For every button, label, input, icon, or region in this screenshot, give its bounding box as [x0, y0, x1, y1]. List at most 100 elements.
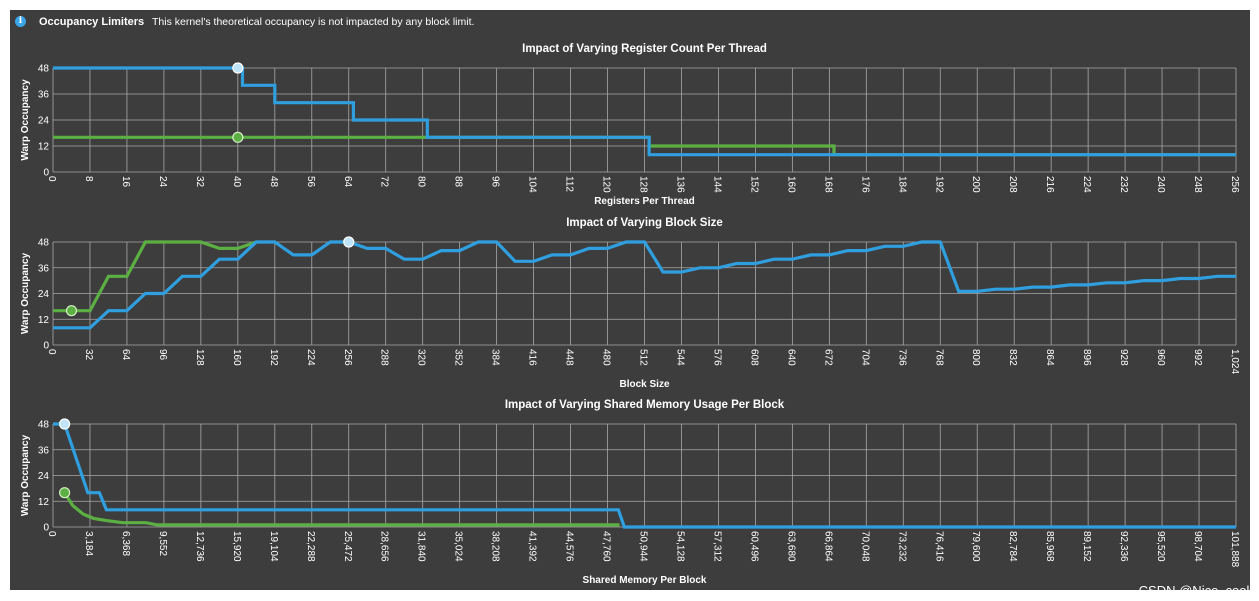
x-tick-label: 15,920: [231, 531, 242, 562]
blue-series-line: [53, 422, 1236, 529]
x-tick-label: 19,104: [268, 531, 279, 562]
y-tick-label: 12: [38, 497, 50, 508]
y-tick-label: 24: [38, 471, 50, 482]
y-tick-label: 36: [38, 90, 50, 101]
x-tick-label: 192: [933, 176, 944, 193]
x-tick-label: 640: [785, 349, 796, 366]
x-tick-label: 54,128: [674, 531, 685, 562]
x-tick-label: 48: [268, 176, 279, 188]
y-tick-label: 24: [38, 116, 50, 127]
x-tick-label: 0: [46, 176, 57, 182]
x-tick-label: 128: [638, 176, 649, 193]
x-tick-label: 0: [46, 349, 57, 355]
x-tick-label: 22,288: [305, 531, 316, 562]
x-tick-label: 512: [638, 349, 649, 366]
x-tick-label: 3,184: [83, 531, 94, 556]
chart-title: Impact of Varying Shared Memory Usage Pe…: [505, 399, 785, 411]
y-tick-label: 48: [38, 64, 50, 75]
x-tick-label: 320: [416, 349, 427, 366]
y-tick-label: 0: [43, 341, 49, 352]
blue-current-marker[interactable]: [343, 236, 355, 248]
x-axis-label: Block Size: [619, 379, 669, 390]
y-axis-label: Warp Occupancy: [20, 79, 31, 161]
x-tick-label: 160: [231, 349, 242, 366]
occupancy-header: i Occupancy Limiters This kernel's theor…: [10, 10, 1250, 34]
x-tick-label: 9,552: [157, 531, 168, 556]
x-tick-label: 448: [564, 349, 575, 366]
y-tick-label: 36: [38, 445, 50, 456]
occupancy-panel: i Occupancy Limiters This kernel's theor…: [10, 10, 1250, 590]
x-tick-label: 31,840: [416, 531, 427, 562]
x-tick-label: 88: [453, 176, 464, 188]
x-tick-label: 240: [1155, 176, 1166, 193]
chart-title: Impact of Varying Register Count Per Thr…: [522, 43, 767, 55]
x-tick-label: 47,760: [601, 531, 612, 562]
x-tick-label: 384: [490, 349, 501, 366]
x-tick-label: 256: [342, 349, 353, 366]
x-tick-label: 184: [896, 176, 907, 193]
x-tick-label: 832: [1007, 349, 1018, 366]
x-tick-label: 960: [1155, 349, 1166, 366]
x-tick-label: 864: [1044, 349, 1055, 366]
x-axis-label: Registers Per Thread: [594, 196, 695, 207]
x-tick-label: 56: [305, 176, 316, 188]
x-tick-label: 104: [527, 176, 538, 193]
y-tick-label: 24: [38, 289, 50, 300]
green-current-marker[interactable]: [65, 305, 78, 317]
x-tick-label: 480: [601, 349, 612, 366]
green-current-marker[interactable]: [232, 131, 244, 143]
x-tick-label: 76,416: [933, 531, 944, 562]
x-tick-label: 200: [970, 176, 981, 193]
x-tick-label: 6,368: [120, 531, 131, 556]
x-tick-label: 352: [453, 349, 464, 366]
y-axis-label: Warp Occupancy: [20, 252, 31, 334]
x-tick-label: 208: [1007, 176, 1018, 193]
x-tick-label: 28,656: [379, 531, 390, 562]
x-tick-label: 144: [711, 176, 722, 193]
blue-current-marker[interactable]: [232, 62, 244, 74]
x-tick-label: 101,888: [1229, 531, 1240, 568]
x-tick-label: 672: [822, 349, 833, 366]
x-tick-label: 8: [83, 176, 94, 182]
chart-1: Impact of Varying Register Count Per Thr…: [20, 43, 1240, 207]
x-tick-label: 928: [1118, 349, 1129, 366]
x-tick-label: 288: [379, 349, 390, 366]
x-tick-label: 168: [822, 176, 833, 193]
chart-3: Impact of Varying Shared Memory Usage Pe…: [20, 399, 1240, 586]
x-tick-label: 248: [1192, 176, 1203, 193]
x-tick-label: 72: [379, 176, 390, 188]
x-tick-label: 89,152: [1081, 531, 1092, 562]
x-tick-label: 992: [1192, 349, 1203, 366]
x-tick-label: 1,024: [1229, 349, 1240, 374]
x-axis-label: Shared Memory Per Block: [583, 575, 707, 586]
y-axis-label: Warp Occupancy: [20, 434, 31, 516]
x-tick-label: 416: [527, 349, 538, 366]
x-tick-label: 25,472: [342, 531, 353, 562]
header-message: This kernel's theoretical occupancy is n…: [152, 16, 475, 28]
x-tick-label: 60,496: [748, 531, 759, 562]
x-tick-label: 224: [305, 349, 316, 366]
x-tick-label: 92,336: [1118, 531, 1129, 562]
info-icon[interactable]: i: [15, 16, 26, 27]
x-tick-label: 35,024: [453, 531, 464, 562]
x-tick-label: 576: [711, 349, 722, 366]
y-tick-label: 12: [38, 142, 50, 153]
blue-current-marker[interactable]: [59, 418, 71, 430]
x-tick-label: 12,736: [194, 531, 205, 562]
green-current-marker[interactable]: [59, 487, 71, 499]
occupancy-charts: Impact of Varying Register Count Per Thr…: [20, 43, 1240, 586]
x-tick-label: 80: [416, 176, 427, 188]
x-tick-label: 57,312: [711, 531, 722, 562]
x-tick-label: 40: [231, 176, 242, 188]
x-tick-label: 152: [748, 176, 759, 193]
x-tick-label: 98,704: [1192, 531, 1203, 562]
x-tick-label: 50,944: [638, 531, 649, 562]
x-tick-label: 608: [748, 349, 759, 366]
x-tick-label: 256: [1229, 176, 1240, 193]
y-tick-label: 0: [43, 168, 49, 179]
x-tick-label: 79,600: [970, 531, 981, 562]
x-tick-label: 800: [970, 349, 981, 366]
x-tick-label: 192: [268, 349, 279, 366]
x-tick-label: 70,048: [859, 531, 870, 562]
x-tick-label: 112: [564, 176, 575, 192]
